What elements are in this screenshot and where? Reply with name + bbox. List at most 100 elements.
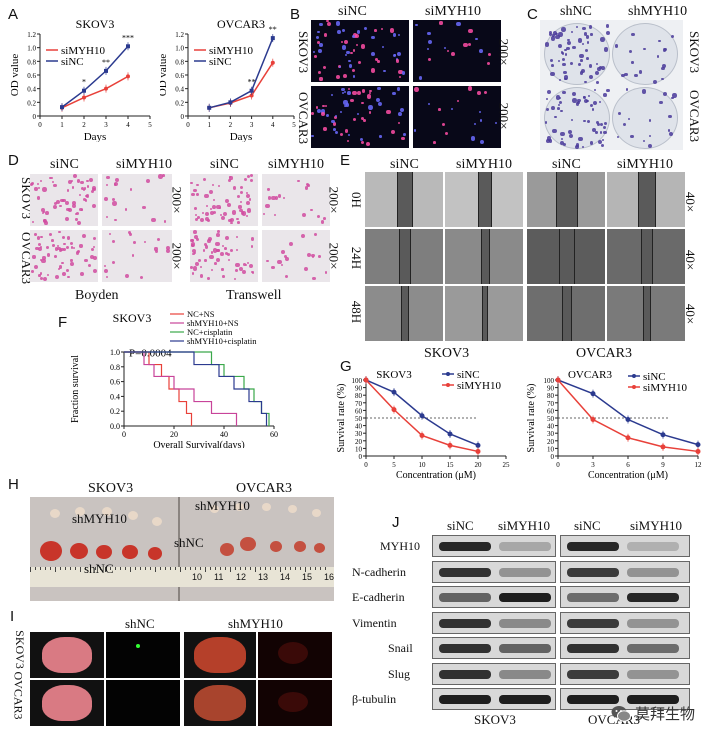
cell-dot: [319, 22, 323, 26]
cell-dot: [313, 54, 317, 58]
cell-dot: [566, 40, 571, 45]
y-tick-label: 10: [355, 445, 363, 453]
fluorescence-image: [413, 86, 501, 148]
cell-dot: [382, 46, 385, 49]
j-caption: SKOV3: [474, 712, 516, 727]
cell-dot: [557, 59, 560, 62]
cell-dot: [667, 129, 671, 133]
blot-band: [627, 618, 679, 628]
cell-dot: [347, 59, 351, 63]
scratch-image: [365, 286, 443, 341]
cell-dot: [616, 135, 620, 138]
cell-dot: [311, 134, 314, 138]
cell-dot: [87, 185, 90, 188]
ruler: 10 11 12 13 14 15 16: [30, 567, 334, 587]
i-row-label: SKOV3: [12, 630, 27, 669]
cell-dot: [338, 65, 342, 69]
blot-band: [499, 542, 551, 551]
cell-dot: [602, 126, 606, 130]
cell-dot: [377, 86, 382, 91]
x-tick-label: 0: [38, 121, 42, 129]
cell-dot: [192, 252, 195, 256]
cell-dot: [662, 64, 667, 69]
cell-dot: [39, 259, 42, 262]
cell-dot: [595, 62, 598, 66]
cell-dot: [39, 245, 42, 249]
cell-dot: [414, 87, 419, 92]
cell-dot: [368, 89, 372, 93]
cell-dot: [74, 213, 77, 216]
ruler-tick: [180, 567, 181, 572]
photo-divider: [178, 497, 180, 601]
cell-dot: [245, 191, 249, 195]
cell-dot: [229, 248, 234, 253]
ruler-tick: [300, 567, 301, 570]
cell-dot: [113, 182, 119, 187]
cell-dot: [628, 117, 631, 121]
cell-dot: [547, 136, 552, 141]
cell-dot: [596, 67, 601, 72]
cell-dot: [643, 47, 646, 51]
cell-dot: [551, 63, 555, 67]
cell-dot: [222, 275, 225, 278]
cell-dot: [213, 248, 218, 253]
cell-dot: [467, 86, 473, 91]
blot-row-label: N-cadherin: [352, 564, 406, 579]
cell-dot: [445, 131, 449, 135]
tumor: [70, 543, 88, 560]
cell-dot: [361, 89, 366, 93]
cell-dot: [77, 220, 82, 226]
ruler-label: 12: [236, 572, 247, 582]
cell-dot: [390, 129, 396, 135]
cell-dot: [88, 178, 93, 182]
cell-dot: [483, 91, 487, 95]
ruler-tick: [270, 567, 271, 570]
cell-dot: [560, 131, 565, 137]
cell-dot: [647, 143, 652, 148]
i-col-label: shMYH10: [228, 616, 283, 631]
cell-dot: [586, 41, 590, 44]
panel-letter-h: H: [8, 476, 19, 493]
cell-dot: [352, 49, 356, 52]
cell-dot: [75, 250, 80, 255]
cell-dot: [564, 48, 567, 52]
chart-a-right: 0 1 2 3 4 5 0 0.2 0.4 0.6 0.8 1.0 1.2 Days OD value OVC…: [160, 17, 296, 142]
cell-dot: [79, 244, 83, 248]
ruler-tick: [255, 567, 256, 572]
cell-dot: [285, 257, 289, 261]
cell-dot: [426, 48, 429, 51]
cell-dot: [239, 200, 242, 204]
cell-dot: [318, 71, 322, 74]
cell-dot: [216, 248, 220, 253]
cell-dot: [559, 140, 564, 146]
cell-dot: [217, 230, 221, 233]
y-axis-label: Survival rate (%): [336, 384, 347, 453]
cell-dot: [652, 80, 657, 85]
x-axis-label: Concentration (μM): [588, 470, 668, 480]
cell-dot: [243, 177, 248, 182]
cell-dot: [390, 28, 395, 33]
cell-dot: [191, 249, 196, 254]
cell-dot: [339, 111, 342, 114]
d-col-label: siMYH10: [116, 157, 173, 172]
e-row-label: 0H: [348, 192, 364, 208]
x-tick-label: 1: [60, 121, 64, 129]
cell-dot: [229, 218, 234, 223]
cell-dot: [35, 246, 39, 251]
cell-dot: [669, 131, 674, 136]
blot-band: [499, 618, 551, 628]
blot-band: [499, 593, 551, 602]
blot-band: [627, 695, 679, 704]
b-row-label: OVCAR3: [296, 91, 312, 145]
lung-brightfield: [184, 680, 256, 726]
cell-dot: [249, 174, 254, 178]
cell-dot: [480, 139, 485, 145]
cell-dot: [46, 273, 50, 277]
cell-dot: [582, 95, 585, 99]
cell-dot: [41, 259, 46, 264]
cell-dot: [37, 182, 40, 185]
chart-title: SKOV3: [376, 369, 412, 381]
cell-dot: [352, 117, 356, 122]
cell-dot: [603, 93, 607, 97]
ruler-tick: [320, 567, 321, 570]
